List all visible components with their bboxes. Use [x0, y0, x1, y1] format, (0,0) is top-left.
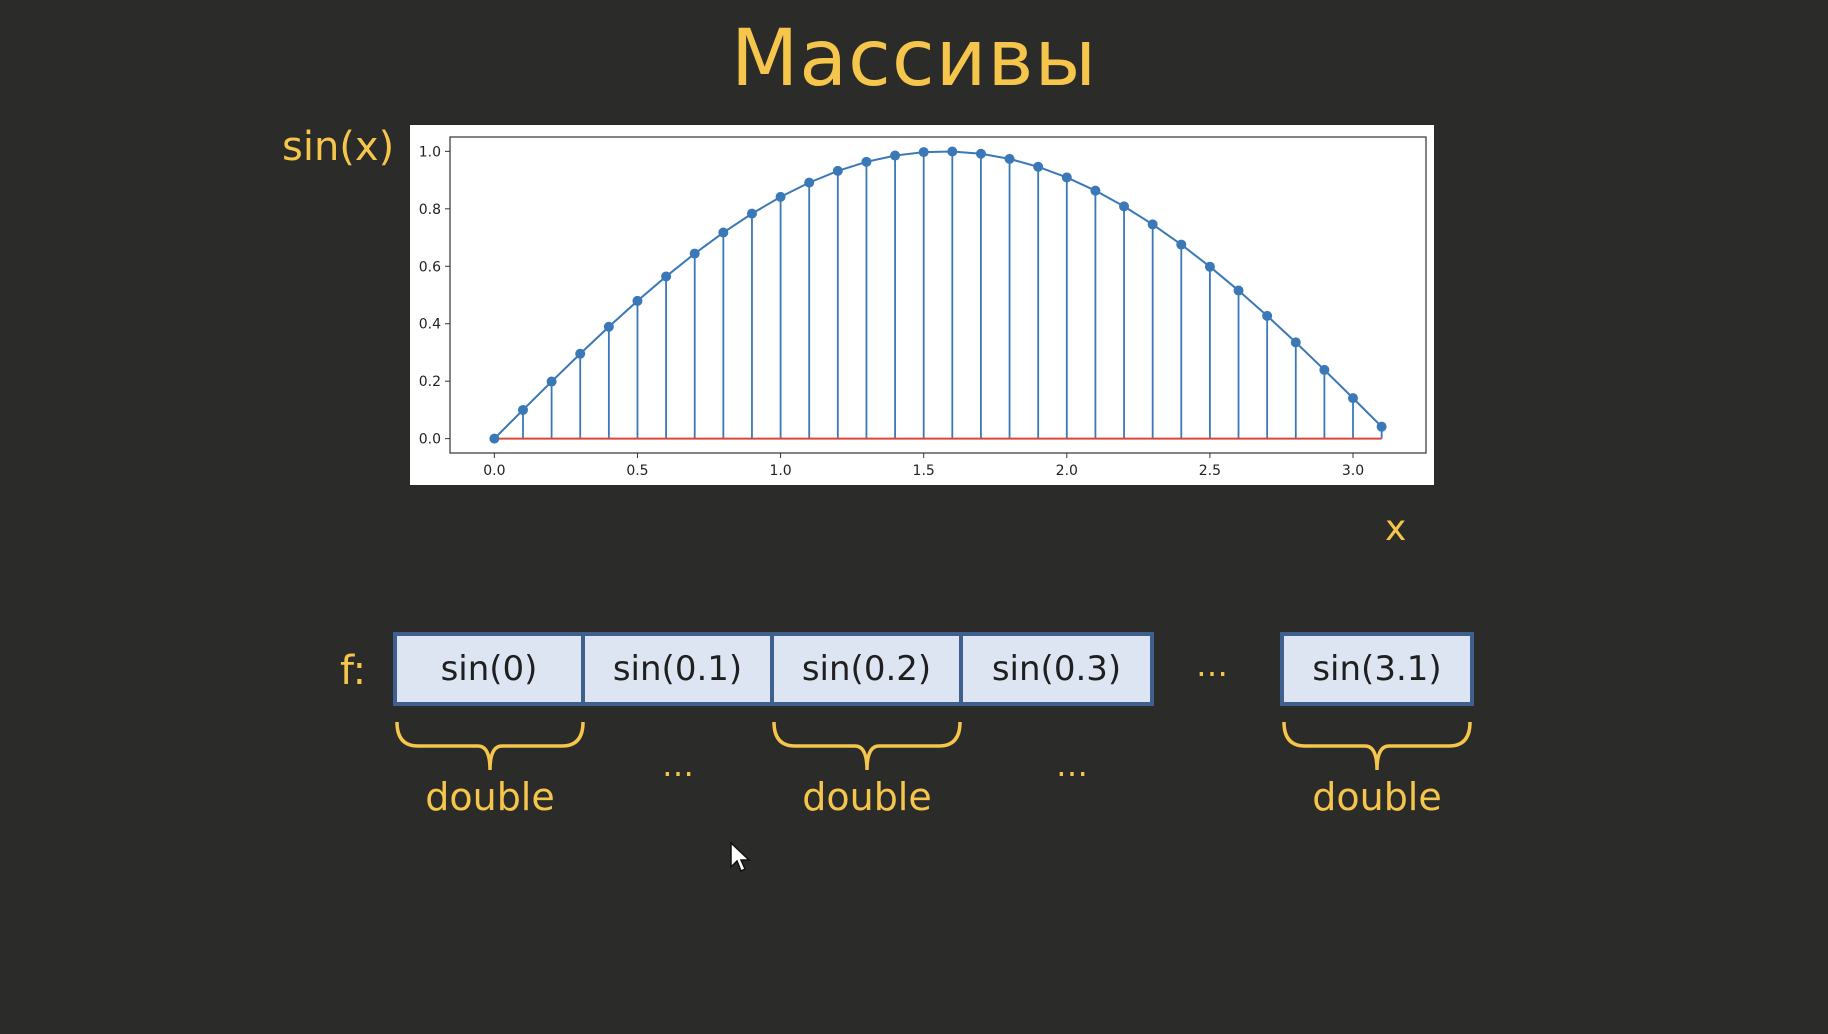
slide-title: Массивы: [730, 14, 1098, 104]
data-point: [689, 248, 700, 259]
brace-label: double: [425, 775, 555, 819]
mouse-cursor-icon: [730, 842, 751, 873]
data-point: [918, 147, 929, 158]
y-tick-label: 0.4: [419, 317, 441, 333]
data-point: [975, 148, 986, 159]
data-point: [517, 404, 528, 415]
brace-ellipsis: …: [662, 746, 696, 784]
data-point: [1290, 337, 1301, 348]
x-tick-label: 0.0: [483, 463, 505, 479]
data-point: [947, 146, 958, 157]
brace-label: double: [1312, 775, 1442, 819]
array-cell: sin(3.1): [1280, 632, 1474, 706]
series-line: [493, 150, 1383, 440]
x-tick-label: 3.0: [1342, 463, 1364, 479]
y-axis-caption: sin(x): [282, 124, 395, 170]
array-cell: sin(0): [393, 632, 585, 706]
data-point: [489, 433, 500, 444]
data-point: [632, 295, 643, 306]
data-point: [575, 348, 586, 359]
data-point: [1147, 219, 1158, 230]
brace: [1281, 718, 1473, 778]
data-point: [804, 177, 815, 188]
array-name: f:: [340, 648, 367, 694]
y-tick-label: 1.0: [419, 144, 441, 160]
x-tick-label: 0.5: [626, 463, 648, 479]
data-point: [1004, 153, 1015, 164]
brace-icon: [772, 721, 962, 771]
y-tick-label: 0.6: [419, 259, 441, 275]
brace: [771, 718, 963, 778]
data-point: [546, 376, 557, 387]
data-point: [775, 191, 786, 202]
data-point: [661, 271, 672, 282]
y-tick-label: 0.0: [419, 432, 441, 448]
plot-svg: 0.0 0.2 0.4 0.6 0.8 1.0 0.0 0.5 1.0 1.5 2.0 2.5 3.0: [419, 136, 1427, 479]
data-point: [1262, 310, 1273, 321]
data-point: [1348, 393, 1359, 404]
data-point: [1233, 285, 1244, 296]
y-tick-label: 0.2: [419, 374, 441, 390]
x-tick-label: 2.0: [1056, 463, 1078, 479]
x-tick-label: 1.0: [769, 463, 791, 479]
y-tick-label: 0.8: [419, 202, 441, 218]
x-tick-label: 1.5: [913, 463, 935, 479]
sine-stem-plot: 0.0 0.2 0.4 0.6 0.8 1.0 0.0 0.5 1.0 1.5 2.0 2.5 3.0: [410, 125, 1434, 485]
x-axis-caption: x: [1385, 508, 1407, 549]
brace-ellipsis: …: [1056, 746, 1090, 784]
array-cell: sin(0.2): [770, 632, 963, 706]
array-ellipsis: …: [1196, 646, 1230, 684]
data-point: [1176, 239, 1187, 250]
array-cell: sin(0.3): [959, 632, 1154, 706]
brace: [394, 718, 586, 778]
data-point: [1033, 161, 1044, 172]
data-point: [861, 156, 872, 167]
data-point: [890, 150, 901, 161]
data-point: [1204, 261, 1215, 272]
data-point: [1061, 172, 1072, 183]
data-point: [1376, 421, 1387, 432]
brace-label: double: [802, 775, 932, 819]
data-point: [832, 165, 843, 176]
brace-icon: [1282, 721, 1472, 771]
brace-icon: [395, 721, 585, 771]
x-tick-label: 2.5: [1199, 463, 1221, 479]
data-point: [746, 208, 757, 219]
data-point: [718, 227, 729, 238]
axes-frame: [449, 136, 1427, 454]
data-point: [603, 321, 614, 332]
data-point: [1319, 364, 1330, 375]
array-cell: sin(0.1): [581, 632, 774, 706]
data-point: [1090, 185, 1101, 196]
data-point: [1119, 201, 1130, 212]
